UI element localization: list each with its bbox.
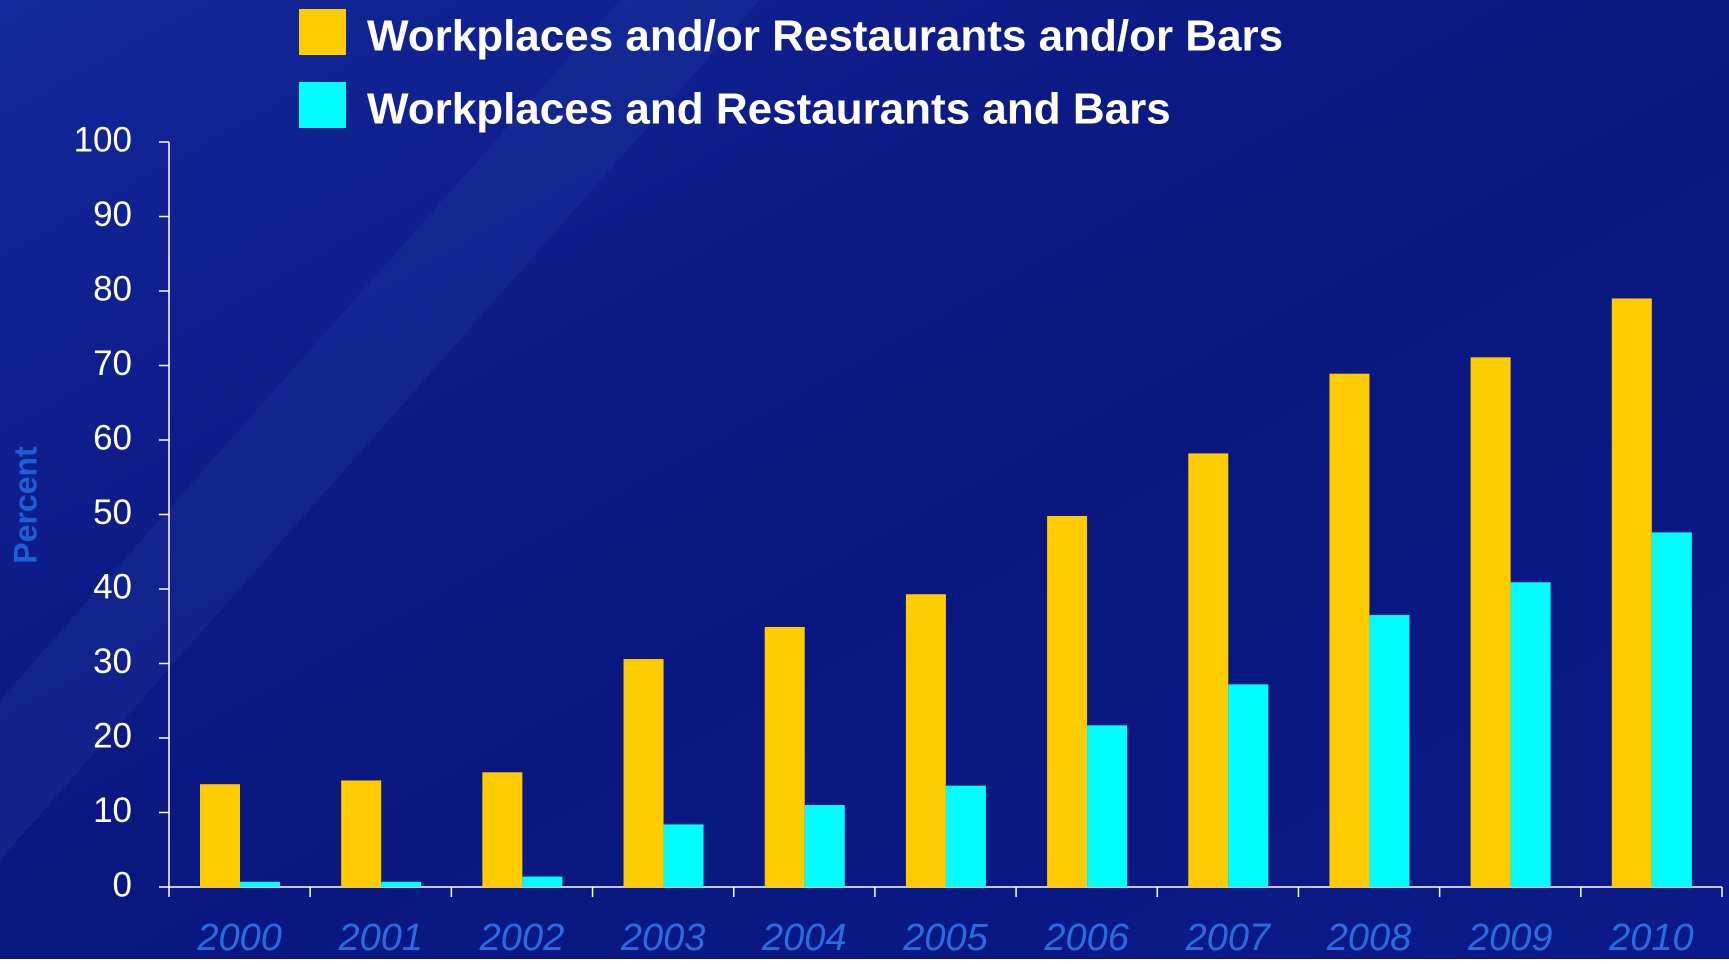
bar — [804, 805, 845, 887]
y-tick-label: 80 — [93, 269, 132, 308]
y-tick-label: 30 — [93, 642, 132, 681]
y-axis-label: Percent — [7, 446, 43, 564]
x-tick-label: 2003 — [620, 917, 706, 959]
x-tick-label: 2004 — [761, 917, 847, 959]
bar — [1228, 684, 1269, 887]
x-tick-label: 2009 — [1467, 917, 1553, 959]
y-tick-label: 20 — [93, 716, 132, 755]
x-tick-label: 2002 — [479, 917, 565, 959]
y-tick-label: 0 — [113, 865, 132, 904]
x-tick-label: 2000 — [196, 917, 282, 959]
y-tick-label: 70 — [93, 344, 132, 383]
bar — [200, 784, 240, 887]
x-tick-label: 2001 — [337, 917, 423, 959]
background-band — [0, 0, 760, 860]
legend-swatch — [299, 82, 346, 128]
bar — [1470, 357, 1511, 887]
bar — [1510, 582, 1551, 887]
bar — [1651, 532, 1692, 887]
bar — [764, 626, 805, 887]
legend-label: Workplaces and Restaurants and Bars — [367, 85, 1171, 134]
y-tick-label: 100 — [74, 120, 132, 159]
bar — [240, 881, 280, 887]
y-tick-label: 10 — [93, 791, 132, 830]
bar — [905, 594, 946, 887]
legend-swatch — [299, 9, 346, 55]
y-tick-label: 50 — [93, 493, 132, 532]
x-tick-label: 2008 — [1326, 917, 1412, 959]
bar — [1188, 453, 1229, 887]
y-tick-label: 40 — [93, 567, 132, 606]
bar — [1369, 615, 1410, 887]
bar — [522, 876, 563, 887]
y-tick-label: 90 — [93, 195, 132, 234]
bar — [1087, 725, 1128, 887]
bar — [482, 772, 523, 887]
legend-label: Workplaces and/or Restaurants and/or Bar… — [367, 12, 1283, 61]
bar — [1611, 298, 1652, 887]
x-tick-label: 2005 — [902, 917, 988, 959]
x-tick-label: 2006 — [1043, 917, 1129, 959]
y-tick-label: 60 — [93, 418, 132, 457]
bar — [663, 824, 704, 887]
x-tick-label: 2007 — [1185, 917, 1272, 959]
bar — [623, 659, 664, 887]
x-tick-label: 2010 — [1608, 917, 1694, 959]
bar — [1329, 373, 1370, 887]
bar — [381, 881, 422, 887]
bar — [1047, 515, 1088, 887]
bar — [945, 785, 986, 887]
bar — [341, 780, 382, 887]
